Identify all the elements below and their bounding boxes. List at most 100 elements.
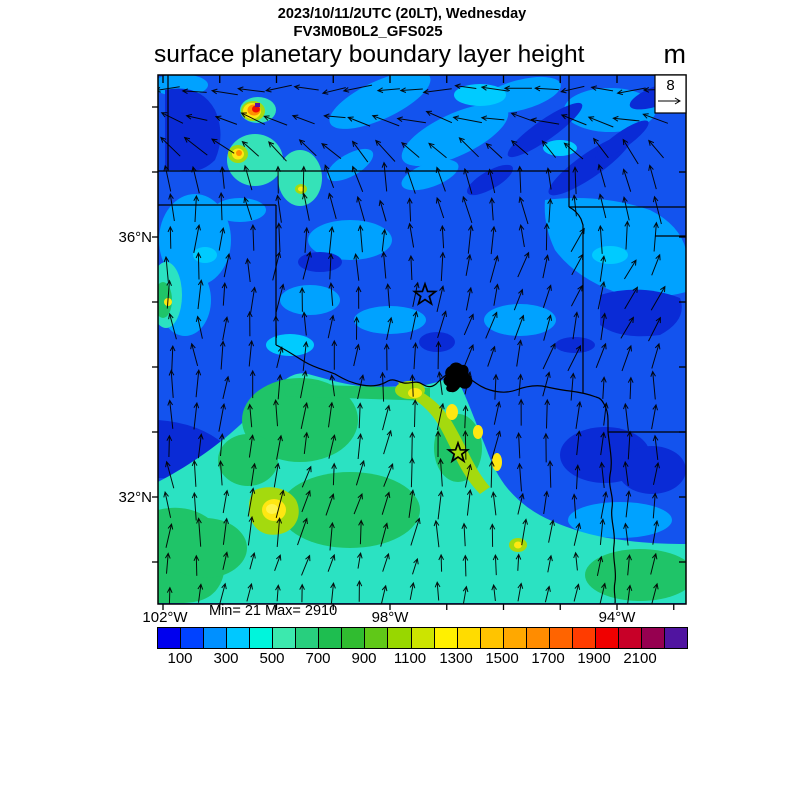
wind-arrow — [513, 288, 524, 311]
colorbar-segment — [250, 628, 274, 648]
wind-arrow — [405, 166, 416, 194]
wind-arrow — [623, 402, 629, 431]
map-frame — [157, 74, 687, 605]
wind-arrow — [383, 429, 393, 455]
wind-arrow — [327, 553, 336, 572]
wind-arrow — [193, 223, 201, 253]
wind-arrow — [458, 137, 479, 158]
wind-arrow — [299, 583, 305, 603]
wind-reference-arrow-icon — [658, 97, 681, 105]
wind-arrow — [321, 143, 342, 159]
wind-arrow — [463, 167, 473, 194]
wind-arrow — [574, 464, 581, 490]
wind-arrow — [622, 168, 632, 192]
colorbar-segment — [388, 628, 412, 648]
wind-arrow — [167, 399, 174, 429]
wind-arrow — [491, 583, 497, 601]
wind-arrow — [275, 283, 285, 313]
wind-arrow — [273, 462, 281, 488]
wind-arrow — [587, 116, 614, 128]
wind-arrow — [353, 316, 360, 340]
wind-arrow — [163, 164, 172, 192]
wind-arrow — [249, 551, 256, 570]
wind-arrow — [570, 227, 585, 252]
wind-arrow — [222, 375, 230, 400]
wind-arrow — [503, 85, 532, 92]
wind-arrow — [219, 433, 225, 457]
colorbar-tick-label: 700 — [305, 650, 331, 667]
wind-arrow — [301, 554, 311, 576]
wind-arrow — [600, 312, 607, 341]
wind-arrow — [435, 340, 442, 370]
wind-arrow — [195, 315, 203, 339]
wind-arrow — [599, 518, 606, 545]
wind-arrow — [329, 521, 335, 551]
wind-arrow — [268, 141, 287, 162]
wind-arrow — [168, 312, 177, 340]
wind-arrow — [547, 459, 554, 488]
wind-arrow — [653, 461, 660, 485]
wind-arrow — [462, 430, 469, 460]
wind-arrow — [560, 85, 585, 94]
colorbar-segment — [665, 628, 688, 648]
wind-arrow — [463, 313, 474, 336]
wind-arrow — [300, 401, 309, 430]
colorbar-segment — [319, 628, 343, 648]
wind-arrow — [331, 339, 338, 370]
wind-arrow — [651, 342, 661, 369]
wind-arrow — [275, 489, 285, 519]
wind-arrow — [274, 554, 282, 571]
wind-arrow — [331, 462, 337, 486]
plot-datetime-title: 2023/10/11/2UTC (20LT), Wednesday — [277, 6, 527, 22]
wind-arrow — [626, 553, 632, 576]
wind-arrow — [321, 87, 346, 95]
wind-arrow — [462, 554, 469, 577]
wind-arrow — [381, 491, 391, 515]
wind-arrow — [381, 161, 388, 192]
colorbar-segment — [181, 628, 205, 648]
wind-arrow — [599, 582, 607, 604]
wind-arrow — [276, 517, 283, 547]
wind-arrow — [323, 113, 346, 120]
wind-arrow — [381, 584, 388, 604]
wind-arrow — [275, 165, 281, 194]
wind-arrow — [167, 225, 174, 249]
wind-arrow — [399, 87, 423, 93]
wind-arrow — [435, 166, 446, 192]
wind-arrow — [517, 582, 524, 602]
wind-arrow — [542, 254, 550, 279]
wind-arrow — [616, 87, 646, 96]
wind-arrow — [191, 491, 198, 521]
wind-arrow — [435, 196, 445, 219]
wind-arrow — [516, 462, 523, 492]
wind-arrow — [351, 165, 364, 192]
wind-arrow — [166, 586, 173, 604]
wind-arrow — [517, 373, 524, 397]
wind-arrow — [438, 457, 444, 487]
wind-arrow — [517, 251, 530, 278]
wind-arrow — [422, 88, 452, 95]
wind-arrow — [356, 195, 366, 222]
wind-arrow — [330, 582, 336, 604]
wind-arrow — [541, 140, 556, 158]
wind-arrow — [380, 522, 389, 547]
wind-arrow — [245, 257, 251, 283]
wind-arrow — [246, 310, 253, 337]
wind-arrow — [521, 518, 528, 546]
wind-arrow — [163, 255, 170, 282]
wind-arrow — [385, 283, 391, 308]
wind-arrow — [600, 431, 606, 456]
colorbar-segment — [549, 628, 573, 648]
wind-arrow — [357, 224, 364, 253]
wind-arrow — [357, 402, 363, 429]
wind-arrow — [434, 581, 441, 601]
wind-arrow — [518, 398, 524, 426]
wind-arrow — [485, 311, 498, 339]
star-marker — [446, 440, 470, 464]
wind-arrow — [166, 279, 172, 309]
wind-arrow — [164, 552, 171, 574]
wind-arrow — [353, 492, 363, 515]
wind-arrow — [193, 194, 200, 223]
wind-arrow — [412, 342, 419, 370]
wind-arrow — [425, 110, 453, 124]
